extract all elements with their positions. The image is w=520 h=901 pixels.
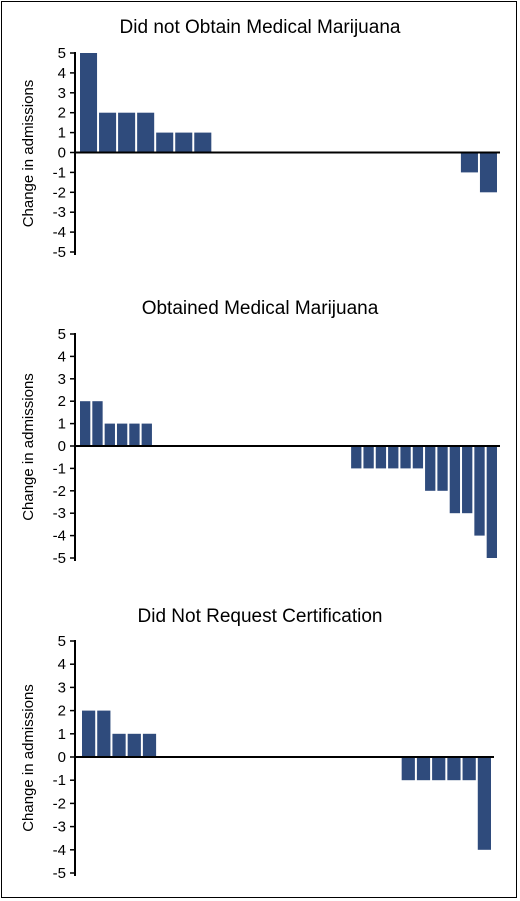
bar <box>97 710 111 757</box>
bar <box>112 733 126 757</box>
chart-title: Did not Obtain Medical Marijuana <box>120 17 401 38</box>
y-tick-label: 4 <box>58 348 66 365</box>
bar <box>80 53 98 153</box>
bar <box>92 401 103 446</box>
bar <box>477 757 491 850</box>
y-tick-label: 0 <box>58 749 66 766</box>
y-tick-label: -5 <box>53 244 66 261</box>
bar <box>80 401 91 446</box>
bar <box>479 152 497 193</box>
bar <box>99 112 117 153</box>
y-tick-label: 5 <box>58 45 66 62</box>
bar <box>462 757 476 781</box>
bar <box>401 757 415 781</box>
y-tick-label: -5 <box>53 865 66 882</box>
bar <box>486 446 497 558</box>
y-tick-label: 2 <box>58 393 66 410</box>
bar <box>425 446 436 491</box>
y-tick-label: 5 <box>58 326 66 343</box>
y-tick-label: -5 <box>53 550 66 567</box>
y-tick-label: -4 <box>53 842 66 859</box>
y-tick-label: 4 <box>58 656 66 673</box>
bar <box>388 446 399 469</box>
chart-title: Obtained Medical Marijuana <box>142 298 379 319</box>
bar <box>129 423 140 446</box>
y-axis-label: Change in admissions <box>20 80 37 228</box>
y-tick-label: -1 <box>53 460 66 477</box>
bar <box>363 446 374 469</box>
y-tick-label: 0 <box>58 145 66 162</box>
y-tick-label: -3 <box>53 204 66 221</box>
bar <box>104 423 115 446</box>
bar <box>449 446 461 514</box>
bar <box>137 112 155 153</box>
y-tick-label: 5 <box>58 633 66 650</box>
bar <box>437 446 448 491</box>
bar <box>156 132 174 153</box>
y-tick-label: -3 <box>53 819 66 836</box>
y-tick-label: -1 <box>53 164 66 181</box>
bar <box>82 710 96 757</box>
bar <box>142 733 157 757</box>
y-tick-label: 1 <box>58 416 66 433</box>
y-axis-label: Change in admissions <box>20 684 37 832</box>
y-tick-label: -2 <box>53 483 66 500</box>
bar <box>141 423 152 446</box>
y-tick-label: -2 <box>53 184 66 201</box>
chart-title: Did Not Request Certification <box>138 606 383 627</box>
y-axis-label: Change in admissions <box>20 373 37 521</box>
y-tick-label: -3 <box>53 505 66 522</box>
bar <box>116 423 128 446</box>
bar <box>351 446 362 469</box>
bar <box>194 132 212 153</box>
bar <box>474 446 485 536</box>
bar <box>447 757 461 781</box>
bar <box>375 446 387 469</box>
bar <box>460 152 478 173</box>
y-tick-label: 2 <box>58 105 66 122</box>
y-tick-label: -4 <box>53 224 66 241</box>
bar <box>175 132 193 153</box>
bar <box>416 757 431 781</box>
y-tick-label: 3 <box>58 85 66 102</box>
y-tick-label: 4 <box>58 65 66 82</box>
y-tick-label: 1 <box>58 726 66 743</box>
bar <box>462 446 473 514</box>
bar <box>127 733 141 757</box>
bar <box>412 446 424 469</box>
bar <box>118 112 136 153</box>
bar <box>400 446 411 469</box>
y-tick-label: 3 <box>58 679 66 696</box>
y-tick-label: -4 <box>53 528 66 545</box>
bar <box>432 757 446 781</box>
y-tick-label: 1 <box>58 125 66 142</box>
y-tick-label: 3 <box>58 371 66 388</box>
y-tick-label: 2 <box>58 703 66 720</box>
y-tick-label: -1 <box>53 772 66 789</box>
y-tick-label: 0 <box>58 438 66 455</box>
y-tick-label: -2 <box>53 795 66 812</box>
